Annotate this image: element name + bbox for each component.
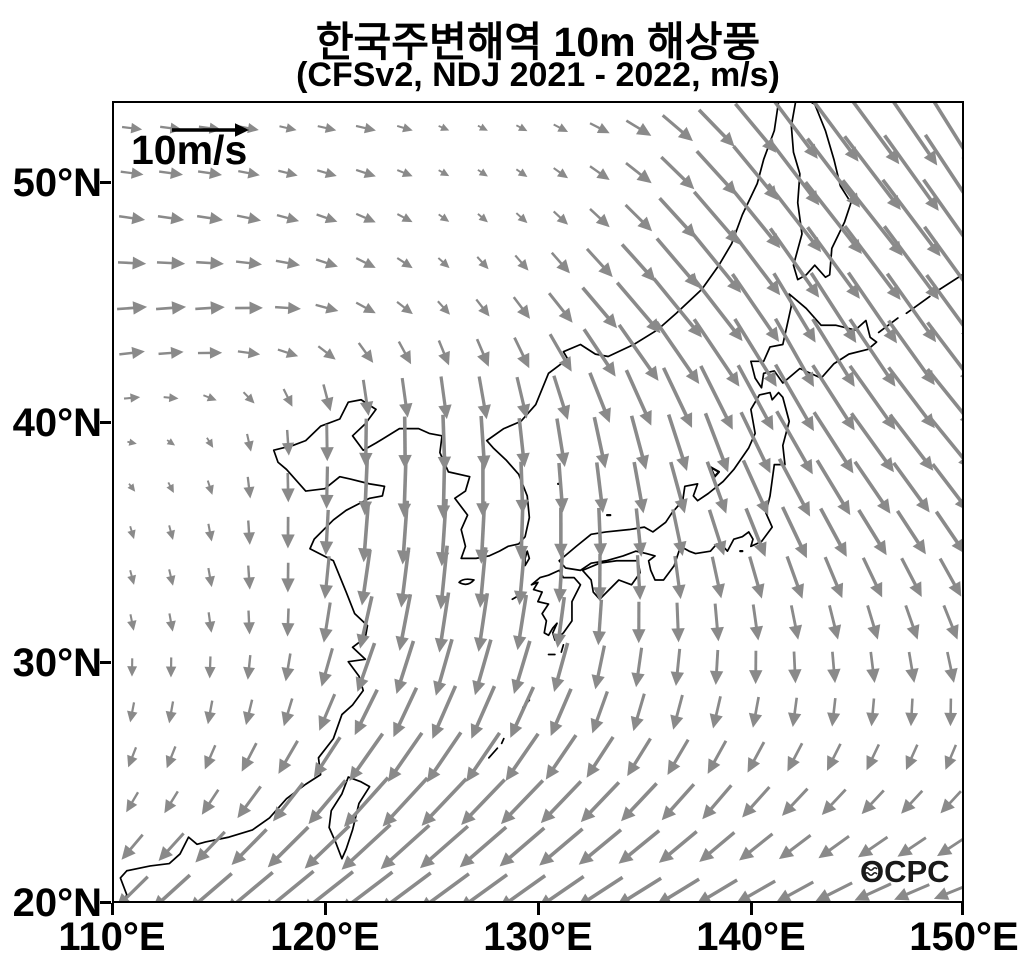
x-tick-140e bbox=[750, 903, 753, 915]
x-tick-130e bbox=[537, 903, 540, 915]
x-tick-label-150e: 150°E bbox=[909, 915, 1019, 959]
watermark-text: OCPC bbox=[860, 854, 950, 889]
y-tick-40n bbox=[100, 421, 111, 424]
y-tick-label-40n: 40°N bbox=[12, 401, 102, 445]
chart-subtitle: (CFSv2, NDJ 2021 - 2022, m/s) bbox=[296, 56, 780, 94]
chart-title: 한국주변해역 10m 해상풍 bbox=[315, 19, 761, 65]
coastline-taiwan bbox=[329, 777, 369, 859]
y-tick-label-30n: 30°N bbox=[12, 641, 102, 685]
x-tick-110e bbox=[111, 903, 114, 915]
y-tick-label-20n: 20°N bbox=[12, 881, 102, 925]
coastline-map-svg bbox=[114, 103, 962, 901]
coastline-shikoku bbox=[583, 561, 641, 599]
x-tick-120e bbox=[324, 903, 327, 915]
x-tick-label-110e: 110°E bbox=[58, 915, 166, 959]
reference-arrow-label: 10m/s bbox=[131, 127, 248, 173]
y-tick-label-50n: 50°N bbox=[12, 161, 102, 205]
x-tick-label-120e: 120°E bbox=[270, 915, 380, 959]
y-tick-30n bbox=[100, 661, 111, 664]
x-tick-label-140e: 140°E bbox=[696, 915, 806, 959]
wind-arrows-group bbox=[116, 103, 962, 901]
x-tick-label-130e: 130°E bbox=[483, 915, 593, 959]
y-tick-20n bbox=[100, 901, 111, 904]
y-tick-50n bbox=[100, 181, 111, 184]
coastline-jeju bbox=[459, 579, 474, 584]
coastline-kyushu bbox=[531, 570, 580, 640]
map-plot-area bbox=[112, 101, 964, 903]
coastline-sakhalin bbox=[791, 103, 851, 280]
x-tick-150e bbox=[961, 903, 964, 915]
reference-arrow bbox=[172, 123, 249, 137]
